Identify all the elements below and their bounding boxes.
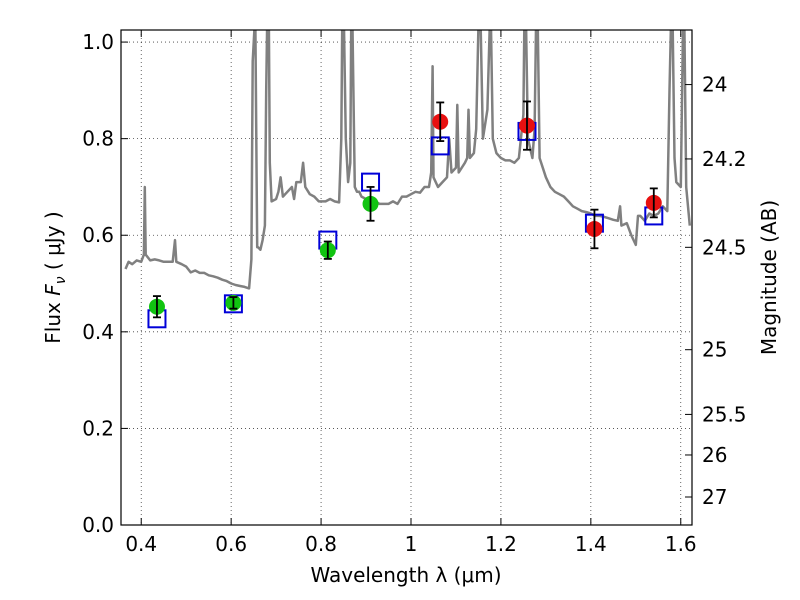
- plot-frame: [120, 29, 693, 526]
- y-axis-label: Flux Fν ( μJy ): [41, 211, 69, 343]
- grid: [121, 30, 692, 526]
- y-tick-label: 1.0: [82, 30, 114, 54]
- x-tick-label: 1.6: [665, 532, 697, 556]
- x-tick-label: 0.8: [305, 532, 337, 556]
- y-tick-label: 0.0: [82, 513, 114, 537]
- x-tick-label: 1: [405, 532, 418, 556]
- y-tick-label: 0.4: [82, 320, 114, 344]
- x-tick-label: 1.4: [575, 532, 607, 556]
- y-tick-label: 0.8: [82, 127, 114, 151]
- data-layer: [124, 30, 692, 329]
- axis-ticks: 0.4 0.6 0.8 1 1.2 1.4 1.6 0.0 0.2 0.4 0.6 0.8 1.0 24 2…: [82, 30, 747, 556]
- y-tick-label: 0.2: [82, 416, 114, 440]
- y2-tick-label: 25.5: [702, 402, 747, 426]
- x-tick-label: 0.4: [125, 532, 157, 556]
- x-tick-label: 1.2: [485, 532, 517, 556]
- y2-tick-label: 25: [702, 338, 727, 362]
- y2-tick-label: 24.2: [702, 147, 747, 171]
- y2-axis-label: Magnitude (AB): [757, 200, 781, 355]
- y2-tick-label: 24: [702, 73, 727, 97]
- y2-tick-label: 27: [702, 485, 727, 509]
- x-axis-label: Wavelength λ (μm): [310, 563, 501, 587]
- x-tick-label: 0.6: [215, 532, 247, 556]
- y2-tick-label: 24.5: [702, 235, 747, 259]
- y-tick-label: 0.6: [82, 223, 114, 247]
- y2-tick-label: 26: [702, 443, 727, 467]
- plot-area: [121, 30, 692, 525]
